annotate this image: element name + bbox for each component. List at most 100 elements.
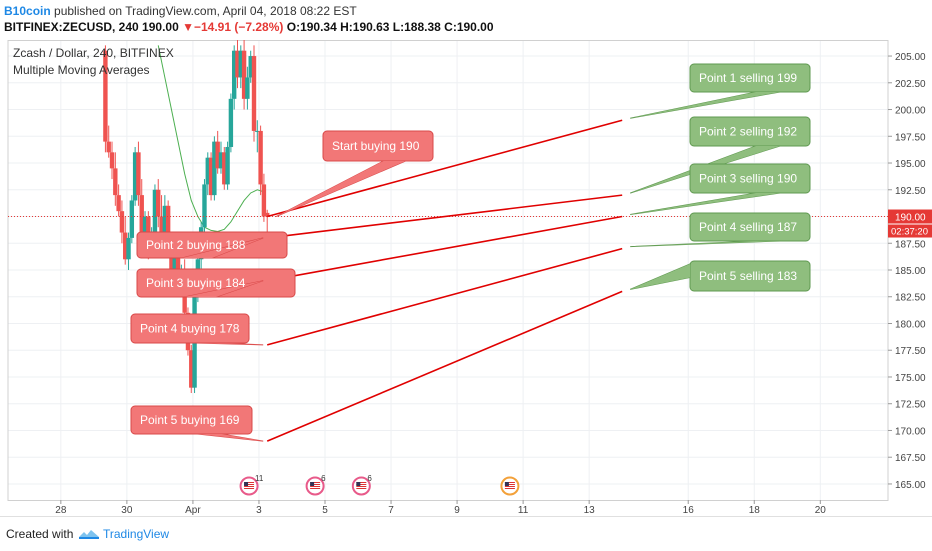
buy-callout-label: Point 3 buying 184 xyxy=(146,276,246,290)
candle xyxy=(231,45,237,110)
chart-header: B10coin published on TradingView.com, Ap… xyxy=(0,0,932,40)
candle-body xyxy=(132,152,138,201)
flag-stripe xyxy=(356,488,367,489)
y-tick-label: 187.50 xyxy=(895,239,926,250)
footer: Created with TradingView xyxy=(0,516,932,551)
candle-body xyxy=(245,77,250,99)
y-tick-label: 180.00 xyxy=(895,319,926,330)
buy-callout-box xyxy=(130,313,250,344)
candle-body xyxy=(208,157,214,196)
target-line xyxy=(267,215,623,282)
event-marker[interactable]: 11 xyxy=(239,474,264,496)
sell-callout: Point 2 selling 192 xyxy=(630,116,811,194)
buy-callout-pointer-fill xyxy=(182,237,264,258)
candle xyxy=(212,136,217,201)
x-tick-label: 18 xyxy=(749,505,761,516)
candle xyxy=(189,344,194,394)
event-marker[interactable]: 6 xyxy=(351,474,373,496)
indicator-label: Multiple Moving Averages xyxy=(13,63,150,77)
candle-body xyxy=(255,130,260,132)
candle xyxy=(261,173,267,222)
flag-stripe xyxy=(244,488,255,489)
ohlc-values: O:190.34 H:190.63 L:188.38 C:190.00 xyxy=(286,20,494,34)
sell-callout-box xyxy=(689,163,811,194)
candle xyxy=(152,184,158,238)
price-chart[interactable]: Start buying 190 Point 2 buying 188 Point … xyxy=(0,40,932,516)
target-lines-layer xyxy=(266,119,623,442)
candle-body xyxy=(123,232,128,260)
x-tick-label: 3 xyxy=(256,505,262,516)
event-marker[interactable]: 6 xyxy=(305,474,327,496)
event-marker[interactable] xyxy=(500,476,520,496)
buy-callout-label: Point 4 buying 178 xyxy=(140,322,240,336)
candle-body xyxy=(156,189,161,217)
flag-stripe xyxy=(244,486,255,487)
candle-body xyxy=(261,184,267,217)
price-axis[interactable]: 205.00 202.50 200.00 197.50 195.00 192.50 190.… xyxy=(888,52,932,491)
candle xyxy=(119,200,125,244)
y-tick-label: 205.00 xyxy=(895,52,926,63)
flag-stripe xyxy=(504,484,515,485)
candle-body xyxy=(241,50,247,99)
flag-stripe xyxy=(310,486,321,487)
moving-average-line xyxy=(157,45,265,233)
x-tick-label: 20 xyxy=(815,505,827,516)
buy-callout-label: Point 2 buying 188 xyxy=(146,238,246,252)
candle-body xyxy=(103,50,108,142)
author-link[interactable]: B10coin xyxy=(4,4,51,18)
y-tick-label: 165.00 xyxy=(895,480,926,491)
y-tick-label: 202.50 xyxy=(895,79,926,90)
down-arrow-icon: ▼ xyxy=(182,20,194,34)
x-tick-label: 30 xyxy=(121,505,133,516)
x-tick-label: 16 xyxy=(683,505,695,516)
candle xyxy=(258,125,263,196)
candle-body xyxy=(129,200,135,238)
candle-body xyxy=(222,152,227,185)
y-tick-label: 177.50 xyxy=(895,346,926,357)
flag-stripe xyxy=(310,482,321,483)
flag-stripe xyxy=(310,488,321,489)
chart-title: Zcash / Dollar, 240, BITFINEX xyxy=(13,46,174,60)
candle xyxy=(215,130,220,174)
callouts-layer: Start buying 190 Point 2 buying 188 Point … xyxy=(130,63,811,442)
x-tick-label: 7 xyxy=(388,505,394,516)
buy-callout-label: Start buying 190 xyxy=(332,139,420,153)
buy-callout: Point 5 buying 169 xyxy=(130,405,264,442)
candle xyxy=(245,66,250,110)
sell-callout-pointer-fill xyxy=(630,264,690,290)
candle xyxy=(126,232,131,270)
candle-body xyxy=(235,50,240,78)
candle-body xyxy=(202,184,207,228)
buy-callout-box xyxy=(322,130,434,162)
published-text: published on TradingView.com, April 04, … xyxy=(54,4,357,18)
sell-callout-pointer-fill xyxy=(630,241,780,247)
candle xyxy=(106,125,111,158)
flag-canton xyxy=(244,482,249,486)
tradingview-brand-link[interactable]: TradingView xyxy=(103,527,170,541)
candle-body xyxy=(165,205,171,238)
event-count: 6 xyxy=(321,474,326,483)
candle xyxy=(139,179,144,238)
y-tick-label: 170.00 xyxy=(895,426,926,437)
flag-stripe xyxy=(356,484,367,485)
time-axis[interactable]: 28 30 Apr 3 5 7 9 11 13 16 18 20 xyxy=(55,500,826,516)
candle xyxy=(225,141,230,190)
candle xyxy=(265,209,270,234)
sell-callout-label: Point 5 selling 183 xyxy=(699,269,797,283)
candle-body xyxy=(258,130,263,185)
target-line xyxy=(267,194,623,239)
candle xyxy=(235,40,240,89)
created-with-label: Created with xyxy=(6,527,74,541)
x-tick-label: 9 xyxy=(454,505,460,516)
candle xyxy=(238,45,243,89)
x-tick-label: 11 xyxy=(518,505,529,516)
buy-callout-pointer-fill xyxy=(195,343,264,345)
candle-body xyxy=(126,237,131,260)
moving-average-layer xyxy=(157,45,265,233)
candle xyxy=(109,141,115,180)
candle xyxy=(205,152,210,196)
publish-line: B10coin published on TradingView.com, Ap… xyxy=(4,4,357,18)
candle xyxy=(241,40,247,110)
candle xyxy=(222,146,227,190)
x-tick-label: 13 xyxy=(584,505,596,516)
